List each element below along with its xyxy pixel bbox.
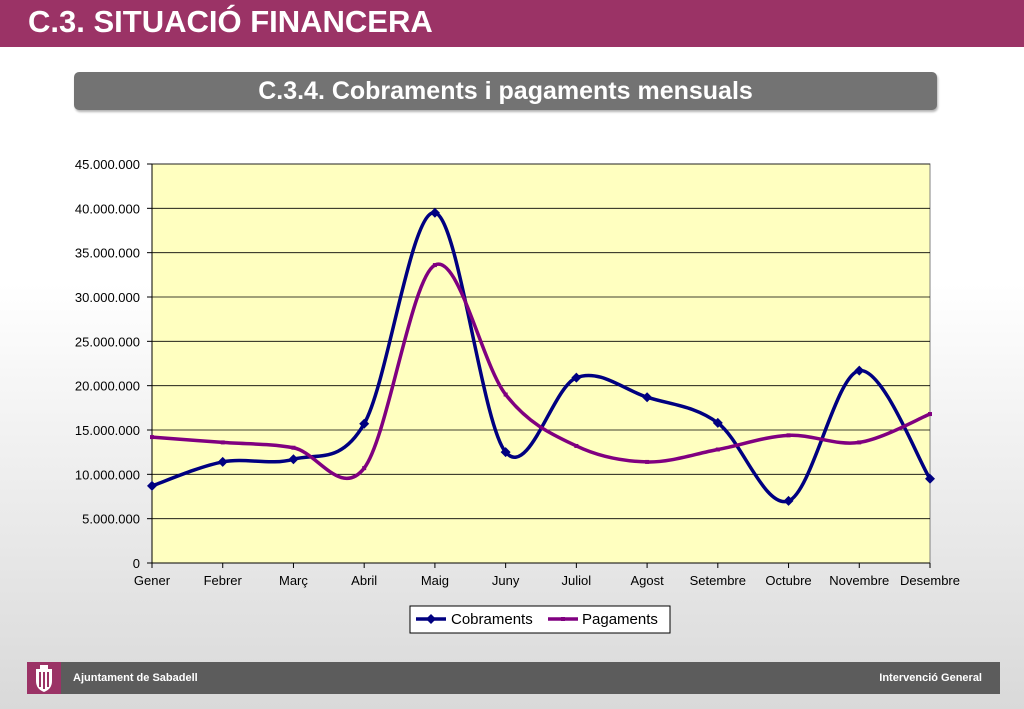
data-point-pagaments bbox=[786, 433, 791, 438]
y-tick-label: 35.000.000 bbox=[75, 246, 140, 261]
axes bbox=[151, 164, 930, 564]
data-point-cobraments bbox=[712, 417, 723, 428]
x-tick-label: Març bbox=[279, 573, 308, 588]
data-point-pagaments bbox=[645, 459, 650, 464]
footer-organization: Ajuntament de Sabadell bbox=[73, 672, 198, 684]
y-tick-label: 15.000.000 bbox=[75, 423, 140, 438]
y-tick-label: 10.000.000 bbox=[75, 467, 140, 482]
data-point-pagaments bbox=[220, 440, 225, 445]
y-tick-label: 45.000.000 bbox=[75, 157, 140, 172]
y-axis-ticks: 0 5.000.000 10.000.000 15.000.000 20.000.000… bbox=[75, 157, 152, 571]
x-tick-label: Abril bbox=[351, 573, 377, 588]
data-point-pagaments bbox=[857, 440, 862, 445]
data-point-pagaments bbox=[715, 447, 720, 452]
data-point-cobraments bbox=[571, 372, 582, 383]
legend: Cobraments Pagaments bbox=[409, 605, 671, 634]
data-point-pagaments bbox=[928, 412, 932, 417]
legend-label-pagaments: Pagaments bbox=[582, 611, 658, 628]
data-point-pagaments bbox=[574, 443, 579, 448]
data-point-cobraments bbox=[925, 473, 935, 484]
data-point-pagaments bbox=[432, 263, 437, 268]
y-tick-label: 40.000.000 bbox=[75, 201, 140, 216]
chart-subtitle: C.3.4. Cobraments i pagaments mensuals bbox=[258, 77, 753, 105]
footer-department: Intervenció General bbox=[879, 672, 982, 684]
data-point-pagaments bbox=[362, 466, 367, 471]
x-tick-label: Juliol bbox=[562, 573, 592, 588]
data-point-cobraments bbox=[147, 480, 157, 491]
coat-of-arms-icon bbox=[27, 662, 61, 694]
page-title: C.3. SITUACIÓ FINANCERA bbox=[28, 4, 433, 39]
data-point-cobraments bbox=[288, 454, 299, 465]
y-tick-label: 25.000.000 bbox=[75, 334, 140, 349]
y-tick-label: 5.000.000 bbox=[82, 512, 140, 527]
data-point-pagaments bbox=[503, 392, 508, 397]
data-point-pagaments bbox=[291, 445, 296, 450]
x-tick-label: Agost bbox=[630, 573, 664, 588]
y-tick-label: 0 bbox=[133, 556, 140, 571]
grid-lines bbox=[152, 163, 930, 520]
x-tick-label: Novembre bbox=[829, 573, 889, 588]
subtitle-bar: C.3.4. Cobraments i pagaments mensuals bbox=[74, 72, 937, 110]
data-point-cobraments bbox=[429, 207, 440, 218]
data-point-pagaments bbox=[150, 435, 154, 440]
top-banner: C.3. SITUACIÓ FINANCERA bbox=[0, 0, 1024, 47]
x-tick-label: Juny bbox=[492, 573, 520, 588]
legend-box bbox=[409, 605, 671, 634]
legend-marker-cobraments bbox=[426, 614, 436, 624]
data-point-cobraments bbox=[854, 365, 865, 376]
legend-marker-pagaments bbox=[561, 617, 565, 621]
plot-area bbox=[151, 163, 931, 564]
data-point-cobraments bbox=[359, 418, 370, 429]
series-layer bbox=[147, 207, 935, 506]
data-point-cobraments bbox=[217, 456, 228, 467]
x-tick-label: Febrer bbox=[204, 573, 243, 588]
x-tick-label: Octubre bbox=[765, 573, 811, 588]
data-point-cobraments bbox=[642, 392, 653, 403]
data-point-cobraments bbox=[783, 495, 794, 506]
x-tick-label: Desembre bbox=[900, 573, 960, 588]
x-tick-label: Gener bbox=[134, 573, 171, 588]
legend-label-cobraments: Cobraments bbox=[451, 611, 533, 628]
x-axis-ticks: Gener Febrer Març Abril Maig Juny Juliol Agost S… bbox=[134, 563, 960, 588]
data-point-cobraments bbox=[500, 447, 511, 458]
x-tick-label: Maig bbox=[421, 573, 449, 588]
footer-bar: Ajuntament de Sabadell Intervenció Gener… bbox=[27, 662, 1000, 694]
y-tick-label: 30.000.000 bbox=[75, 290, 140, 305]
y-tick-label: 20.000.000 bbox=[75, 379, 140, 394]
x-tick-label: Setembre bbox=[690, 573, 746, 588]
